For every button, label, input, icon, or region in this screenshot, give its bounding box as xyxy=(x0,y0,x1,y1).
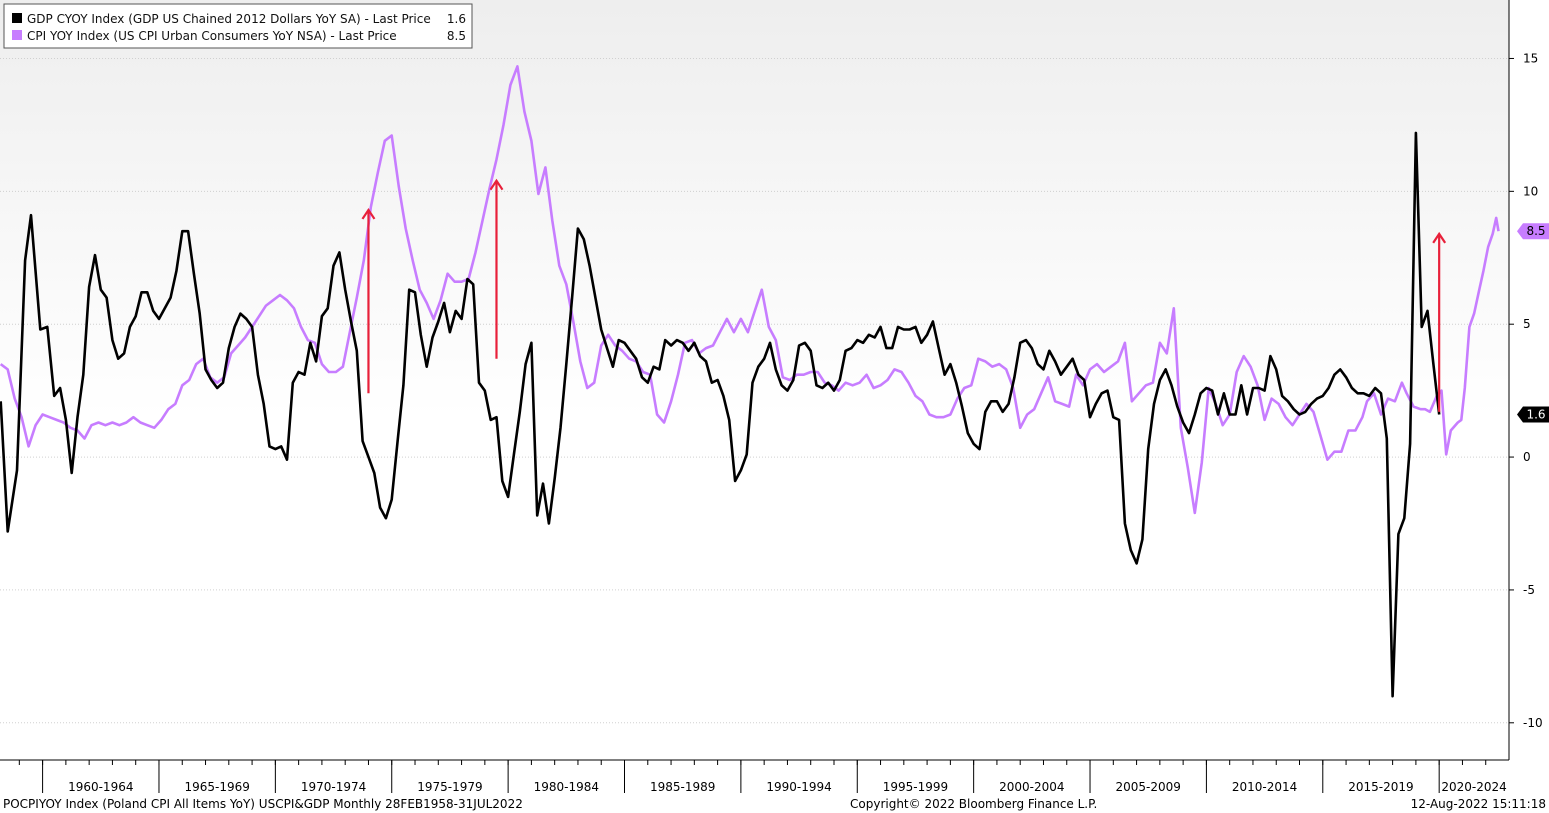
footer-timestamp: 12-Aug-2022 15:11:18 xyxy=(1411,797,1546,811)
y-tick-label: 15 xyxy=(1523,51,1538,65)
last-price-tag-label: 1.6 xyxy=(1526,408,1545,422)
x-band-label: 1975-1979 xyxy=(417,780,482,794)
annotation-arrows xyxy=(361,178,1447,412)
last-price-tag-bg xyxy=(1517,406,1549,423)
last-price-tag-label: 8.5 xyxy=(1526,224,1545,238)
x-band-label: 1965-1969 xyxy=(184,780,249,794)
arrow-head xyxy=(489,178,504,191)
legend-swatch-gdp xyxy=(12,13,22,23)
y-tick-label: -5 xyxy=(1523,583,1535,597)
footer-copyright: Copyright© 2022 Bloomberg Finance L.P. xyxy=(850,797,1097,811)
series-line-gdp xyxy=(0,131,1441,698)
x-band-label: 2005-2009 xyxy=(1116,780,1181,794)
x-axis-labels: 1960-1964 1965-1969 1970-1974 1975-1979 1980… xyxy=(68,780,1507,794)
legend-value-cpi: 8.5 xyxy=(447,29,466,43)
last-price-tags: 8.5 1.6 xyxy=(1517,223,1549,423)
x-band-label: 1990-1994 xyxy=(766,780,831,794)
legend: GDP CYOY Index (GDP US Chained 2012 Doll… xyxy=(3,3,473,49)
series-lines xyxy=(0,65,1500,698)
y-tick-label: 10 xyxy=(1523,184,1538,198)
y-axis-ticks: 15 10 5 0 -5 -10 xyxy=(1509,51,1543,730)
y-tick-label: 0 xyxy=(1523,450,1531,464)
footer-source: POCPIYOY Index (Poland CPI All Items YoY… xyxy=(3,797,523,811)
arrow-head xyxy=(361,207,376,220)
series-line-cpi xyxy=(0,65,1500,515)
x-band-separators xyxy=(18,760,1487,793)
y-tick-label: -10 xyxy=(1523,716,1543,730)
last-price-tag-bg xyxy=(1517,223,1549,240)
legend-box xyxy=(3,3,473,49)
legend-label-cpi: CPI YOY Index (US CPI Urban Consumers Yo… xyxy=(27,29,397,43)
legend-swatch-cpi xyxy=(12,30,22,40)
y-tick-label: 5 xyxy=(1523,317,1531,331)
x-band-label: 2015-2019 xyxy=(1348,780,1413,794)
x-band-label: 2010-2014 xyxy=(1232,780,1297,794)
x-band-label: 1970-1974 xyxy=(301,780,366,794)
x-band-label: 1980-1984 xyxy=(534,780,599,794)
x-band-label: 2020-2024 xyxy=(1441,780,1506,794)
arrow-head xyxy=(1432,231,1447,244)
x-band-label: 1995-1999 xyxy=(883,780,948,794)
x-band-label: 1985-1989 xyxy=(650,780,715,794)
legend-value-gdp: 1.6 xyxy=(447,12,466,26)
x-band-label: 1960-1964 xyxy=(68,780,133,794)
grid xyxy=(0,57,1509,724)
x-band-label: 2000-2004 xyxy=(999,780,1064,794)
legend-label-gdp: GDP CYOY Index (GDP US Chained 2012 Doll… xyxy=(27,12,431,26)
